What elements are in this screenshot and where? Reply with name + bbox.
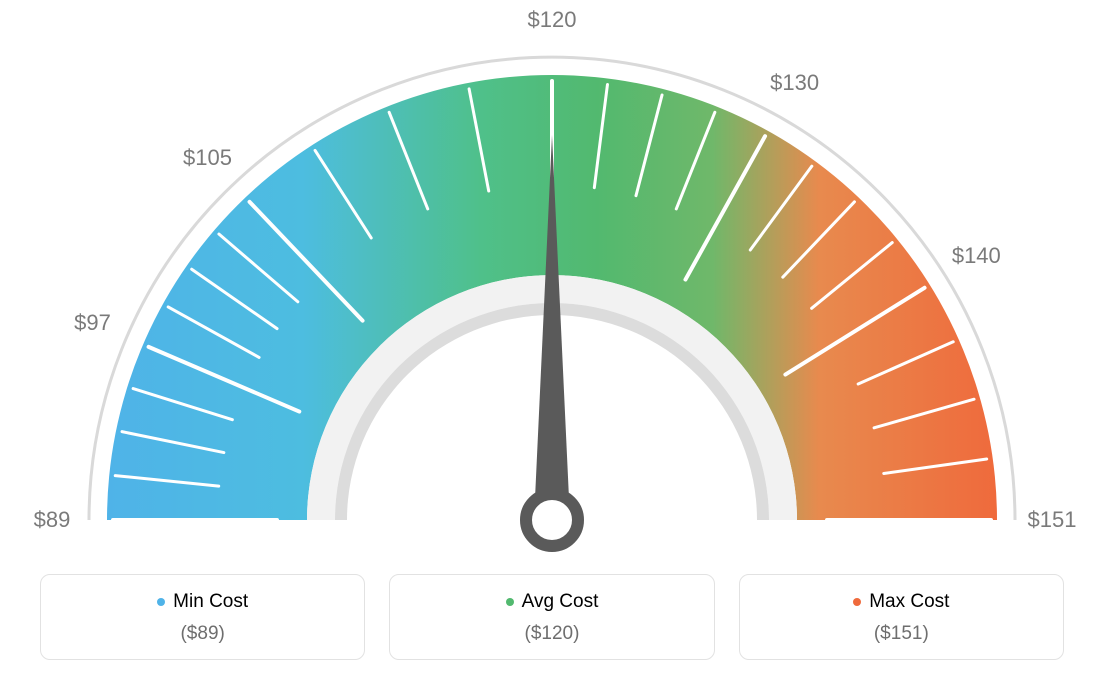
legend-title-label: Min Cost xyxy=(173,591,248,613)
legend-title-label: Avg Cost xyxy=(522,591,599,613)
gauge-tick-label: $105 xyxy=(183,145,232,171)
gauge-tick-label: $151 xyxy=(1028,507,1077,533)
legend-title-label: Max Cost xyxy=(869,591,949,613)
legend-row: Min Cost ($89) Avg Cost ($120) Max Cost … xyxy=(40,574,1064,660)
dot-icon xyxy=(157,598,165,606)
legend-card-avg: Avg Cost ($120) xyxy=(389,574,714,660)
legend-title-min: Min Cost xyxy=(157,591,248,613)
legend-title-max: Max Cost xyxy=(853,591,949,613)
legend-value-max: ($151) xyxy=(752,623,1051,645)
legend-card-min: Min Cost ($89) xyxy=(40,574,365,660)
dot-icon xyxy=(853,598,861,606)
legend-value-avg: ($120) xyxy=(402,623,701,645)
legend-card-max: Max Cost ($151) xyxy=(739,574,1064,660)
legend-title-avg: Avg Cost xyxy=(506,591,599,613)
gauge-tick-label: $130 xyxy=(770,70,819,96)
gauge-tick-label: $97 xyxy=(74,310,111,336)
dot-icon xyxy=(506,598,514,606)
gauge-tick-label: $120 xyxy=(528,7,577,33)
gauge-tick-label: $89 xyxy=(34,507,71,533)
gauge-area: $89 $97 $105 $120 $130 $140 $151 xyxy=(0,0,1104,560)
gauge-svg xyxy=(0,0,1104,560)
legend-value-min: ($89) xyxy=(53,623,352,645)
cost-gauge-chart: $89 $97 $105 $120 $130 $140 $151 Min Cost ($89… xyxy=(0,0,1104,690)
gauge-tick-label: $140 xyxy=(952,243,1001,269)
